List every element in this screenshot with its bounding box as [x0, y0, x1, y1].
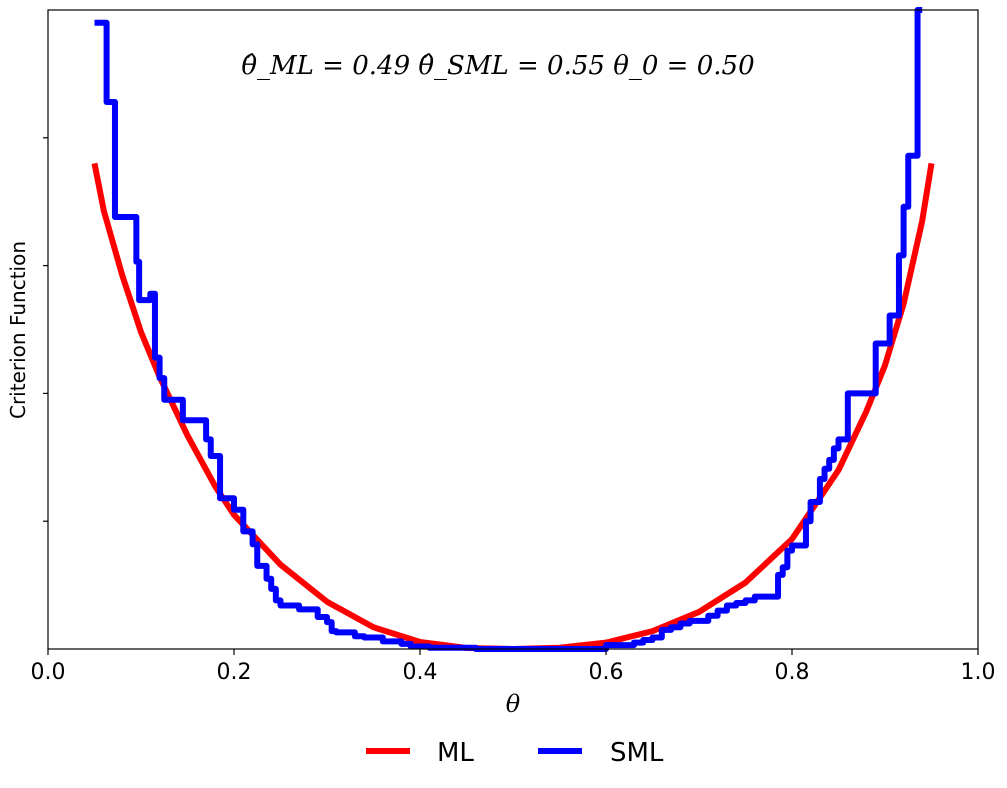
series-line-sml	[94, 7, 923, 652]
x-tick-label: 0.8	[775, 660, 810, 685]
plot-background	[48, 10, 978, 649]
estimates-annotation: θ̂_ML = 0.49 θ̂_SML = 0.55 θ_0 = 0.50	[241, 51, 754, 81]
legend-ml-label: ML	[437, 738, 474, 768]
x-tick-label: 0.0	[31, 660, 66, 685]
x-axis-ticks: 0.0 0.2 0.4 0.6 0.8 1.0	[31, 649, 996, 685]
plot-area	[48, 10, 978, 649]
x-tick-label: 0.2	[217, 660, 252, 685]
x-tick-label: 1.0	[961, 660, 996, 685]
x-tick-label: 0.4	[403, 660, 438, 685]
y-axis-label: Criterion Function	[6, 241, 30, 419]
x-tick-label: 0.6	[589, 660, 624, 685]
legend-sml-label: SML	[610, 738, 664, 768]
x-axis-label: θ	[506, 690, 521, 718]
y-axis-ticks	[43, 137, 48, 522]
legend: ML SML	[366, 738, 664, 768]
plot-frame	[47, 9, 979, 650]
